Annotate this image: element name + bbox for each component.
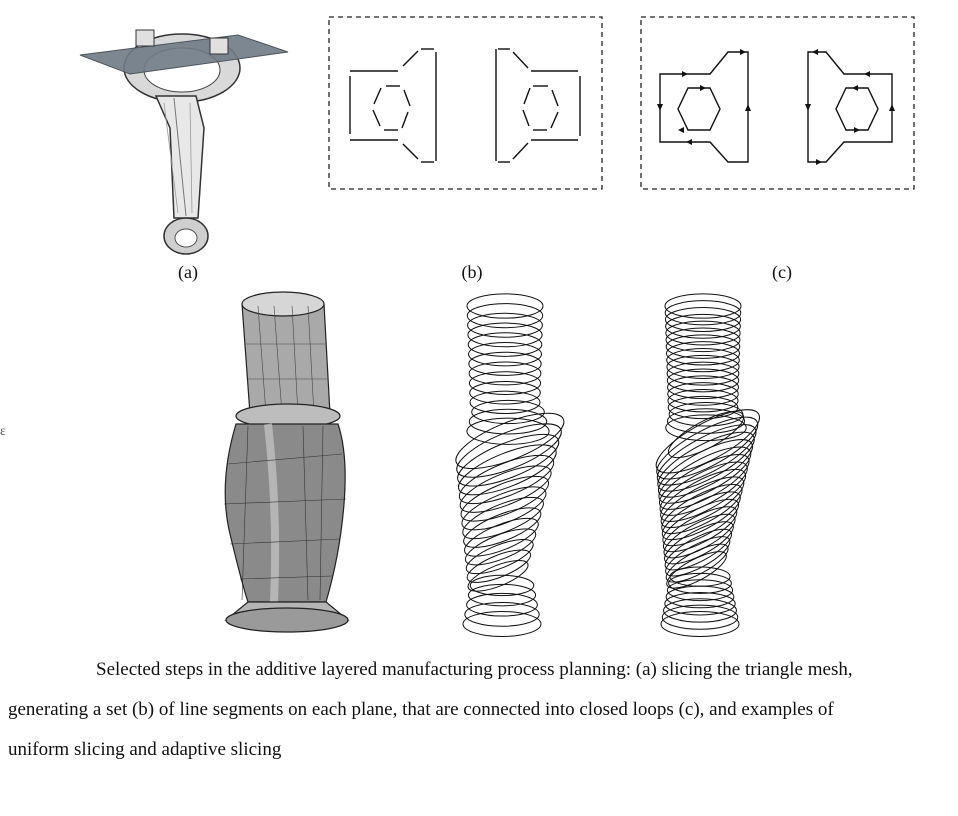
uniform-slicing-figure <box>430 284 580 654</box>
slice-ring <box>465 538 534 575</box>
slice-ring <box>666 354 740 379</box>
slice-ring <box>458 454 555 505</box>
panel-label-a: (a) <box>178 262 198 282</box>
vase-mesh-figure <box>208 284 358 644</box>
slice-ring <box>665 327 741 353</box>
slice-ring <box>660 468 747 522</box>
slice-ring <box>463 507 542 548</box>
slice-ring <box>666 579 734 602</box>
slice-ring <box>459 465 552 513</box>
slice-ring <box>667 389 739 413</box>
slice-ring <box>661 491 741 541</box>
slice-ring <box>462 611 542 637</box>
slice-ring <box>469 390 541 415</box>
slice-ring <box>468 361 542 386</box>
slice-ring <box>664 528 733 571</box>
slice-ring <box>467 312 543 338</box>
slice-ring <box>664 300 742 326</box>
slice-ring <box>669 566 731 587</box>
slice-ring <box>468 371 542 395</box>
slice-ring <box>461 486 547 531</box>
slice-ring <box>665 414 747 442</box>
slice-ring <box>466 592 538 617</box>
slice-ring <box>660 476 745 528</box>
slice-ring <box>666 361 740 386</box>
slice-ring <box>469 380 541 405</box>
panel-label-c: (c) <box>772 262 792 282</box>
figure-caption: Selected steps in the additive layered m… <box>8 650 953 770</box>
connecting-rod-figure <box>78 8 290 260</box>
slice-ring <box>467 583 537 607</box>
slice-ring <box>464 517 539 557</box>
slice-ring <box>468 351 542 376</box>
slice-ring <box>469 574 535 597</box>
slice-ring <box>468 342 542 367</box>
slice-ring <box>665 334 741 359</box>
slice-ring <box>467 332 543 357</box>
slice-ring <box>665 320 741 346</box>
slice-ring <box>455 412 565 470</box>
stray-mark: ε <box>0 424 6 439</box>
slice-ring <box>665 341 741 366</box>
slice-ring <box>462 496 544 540</box>
slice-ring <box>661 604 739 630</box>
slice-ring <box>466 303 544 329</box>
slice-ring <box>456 423 562 478</box>
caption-line-2: generating a set (b) of line segments on… <box>8 699 834 720</box>
slice-ring <box>665 543 729 583</box>
slice-ring <box>467 559 529 592</box>
panel-label-b: (b) <box>461 262 483 282</box>
slice-ring <box>466 293 544 319</box>
caption-line-1: Selected steps in the additive layered m… <box>96 659 853 680</box>
slice-ring <box>659 461 748 516</box>
slice-ring <box>664 293 742 319</box>
slice-ring <box>667 382 739 406</box>
slice-ring <box>668 572 732 594</box>
slice-ring <box>666 348 740 373</box>
slice-ring <box>660 611 740 637</box>
slice-ring <box>665 536 731 577</box>
slice-ring <box>665 585 735 609</box>
slice-ring <box>664 521 734 565</box>
slice-ring <box>667 395 739 420</box>
slice-ring <box>457 444 557 496</box>
caption-line-3: uniform slicing and adaptive slicing <box>8 739 282 760</box>
slice-ring <box>460 475 550 522</box>
adaptive-slicing-figure <box>628 284 788 654</box>
slice-ring <box>661 483 743 535</box>
slice-ring <box>464 528 537 566</box>
slice-ring <box>662 506 738 553</box>
slice-ring <box>663 598 737 623</box>
slice-ring <box>466 417 550 445</box>
slice-ring <box>466 549 532 583</box>
slice-ring <box>667 375 739 400</box>
slice-ring <box>468 408 548 435</box>
line-segments-figure <box>328 16 604 192</box>
slice-ring <box>464 601 540 627</box>
closed-loops-figure <box>640 16 916 192</box>
slice-ring <box>664 307 742 333</box>
slice-ring <box>665 313 741 339</box>
slice-ring <box>467 322 543 348</box>
slice-ring <box>666 408 746 434</box>
slice-ring <box>471 399 545 425</box>
slice-ring <box>664 591 736 616</box>
slice-ring <box>662 498 740 547</box>
slice-ring <box>457 433 560 487</box>
slice-ring <box>666 368 740 393</box>
